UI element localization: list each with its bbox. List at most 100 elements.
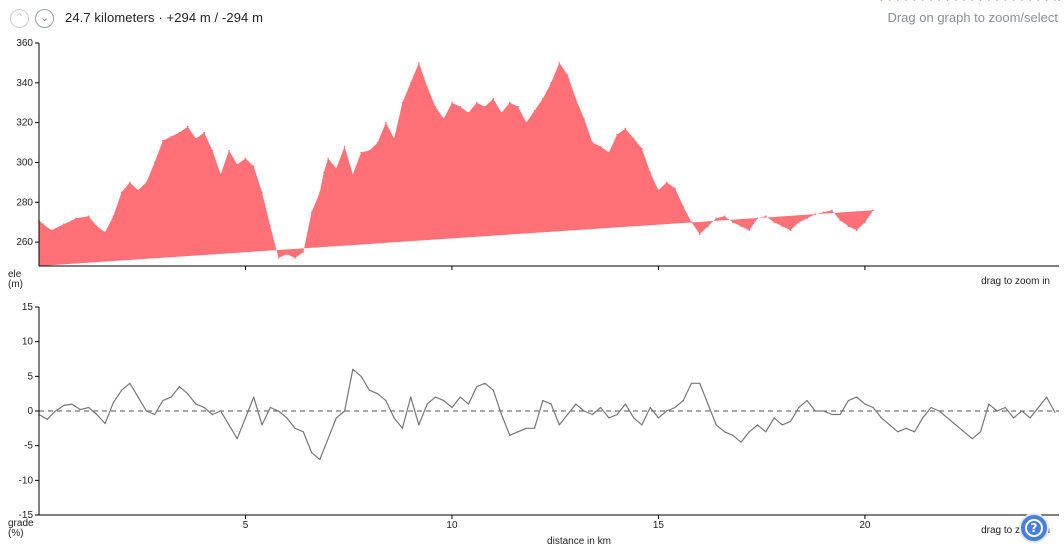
grade-point [360, 375, 362, 377]
elevation-point [839, 219, 841, 221]
grade-point [649, 406, 651, 409]
grade-point [492, 389, 494, 391]
elevation-point [723, 215, 726, 217]
elevation-point [393, 137, 395, 140]
grade-point [624, 403, 627, 405]
grade-point [542, 400, 544, 402]
elevation-point [773, 221, 775, 223]
elevation-point [1045, 0, 1048, 1]
grade-line [38, 368, 1056, 461]
elevation-point [129, 181, 131, 184]
elevation-point [781, 225, 784, 227]
elevation-point [905, 0, 907, 1]
chevron-down-icon[interactable]: ⌄ [35, 9, 54, 28]
elevation-point [732, 221, 734, 223]
elevation-point [252, 165, 255, 168]
y-tick-label: 340 [16, 78, 33, 89]
elevation-point [195, 137, 197, 140]
grade-point [657, 417, 660, 419]
elevation-point [137, 189, 139, 192]
elevation-point [352, 173, 354, 176]
grade-point [955, 424, 957, 426]
elevation-point [789, 229, 792, 231]
grade-point [162, 400, 164, 402]
grade-point [946, 417, 949, 419]
y-axis-label: grade [8, 518, 34, 529]
elevation-point [228, 149, 230, 152]
y-tick-label: 260 [16, 237, 33, 248]
elevation-point [1037, 0, 1040, 1]
elevation-point [913, 0, 916, 1]
grade-point [880, 417, 883, 419]
elevation-point [897, 0, 899, 1]
grade-point [1037, 406, 1039, 409]
grade-point [476, 386, 478, 388]
elevation-point [368, 149, 371, 152]
elevation-point [698, 233, 701, 235]
grade-point [913, 431, 916, 433]
grade-point [699, 382, 701, 384]
elevation-point [153, 161, 156, 164]
grade-point [410, 396, 412, 398]
grade-point [459, 396, 461, 398]
grade-point [145, 410, 147, 412]
help-button[interactable]: ? [1019, 513, 1049, 543]
grade-point [467, 403, 470, 405]
grade-point [517, 431, 519, 433]
elevation-area [39, 62, 874, 267]
grade-point [773, 417, 775, 419]
grade-point [352, 368, 354, 370]
grade-point [1004, 406, 1006, 409]
x-tick-label: 20 [859, 520, 871, 531]
grade-point [228, 424, 230, 426]
grade-point [765, 431, 767, 433]
grade-point [897, 431, 899, 433]
grade-point [533, 427, 536, 429]
grade-point [583, 410, 585, 412]
elevation-point [575, 98, 577, 100]
grade-point [608, 417, 610, 419]
elevation-point [946, 0, 949, 1]
grade-point [558, 424, 560, 426]
elevation-point [277, 257, 280, 259]
grade-point [715, 424, 717, 426]
elevation-point [831, 209, 833, 212]
elevation-point [335, 167, 338, 170]
elevation-point [475, 101, 478, 104]
elevation-point [690, 221, 693, 223]
y-tick-label: 10 [22, 337, 34, 348]
grade-point [740, 441, 742, 443]
elevation-point [855, 229, 858, 231]
elevation-point [674, 187, 676, 190]
grade-point [277, 410, 280, 412]
grade-point [814, 410, 817, 412]
grade-point [451, 406, 453, 409]
elevation-point [748, 229, 751, 231]
grade-point [170, 396, 172, 398]
chevron-up-icon[interactable]: ⌃ [10, 9, 29, 28]
y-tick-label: 5 [27, 371, 33, 382]
elevation-point [624, 127, 627, 130]
elevation-point [756, 217, 759, 219]
grade-point [286, 417, 288, 419]
grade-point [839, 413, 841, 416]
grade-point [831, 413, 833, 416]
elevation-point [963, 0, 965, 1]
grade-point [963, 431, 965, 433]
elevation-point [319, 191, 321, 194]
elevation-point [649, 171, 651, 174]
grade-point [418, 424, 420, 426]
elevation-point [178, 131, 181, 134]
grade-point [1054, 411, 1056, 413]
elevation-point [459, 105, 462, 108]
elevation-point [302, 251, 305, 253]
elevation-point [740, 225, 742, 227]
grade-point [401, 427, 403, 429]
grade-point [393, 417, 395, 419]
elevation-point [120, 191, 123, 194]
elevation-point [442, 117, 445, 120]
grade-point [220, 410, 222, 412]
elevation-point [1054, 0, 1056, 1]
grade-point [302, 431, 304, 433]
